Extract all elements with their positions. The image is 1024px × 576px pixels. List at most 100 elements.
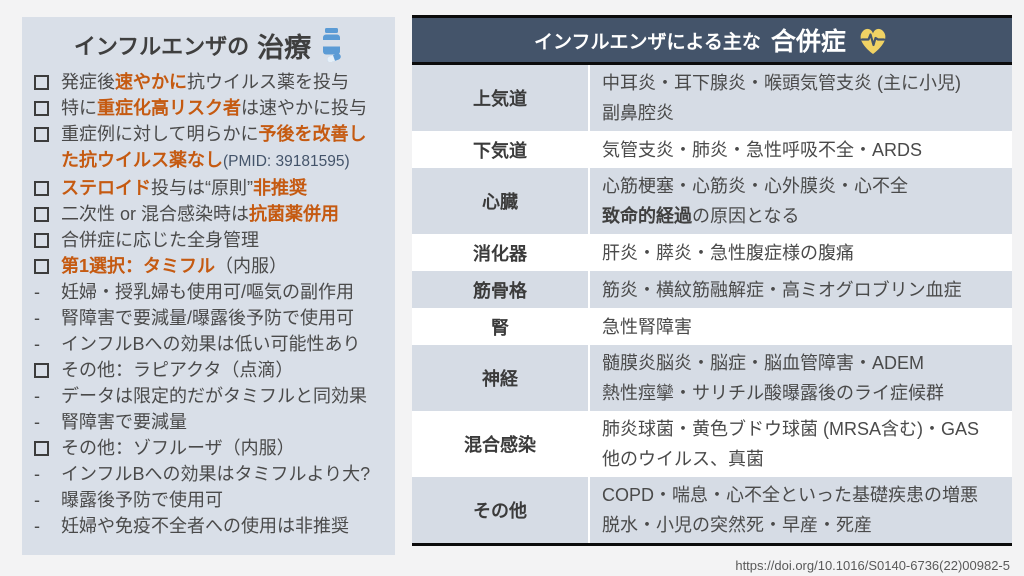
text-segment: 速やかに (115, 72, 187, 92)
table-row: 消化器 肝炎・膵炎・急性腹症様の腹痛 (412, 234, 1012, 271)
text-segment: 抗ウイルス薬を投与 (187, 72, 349, 92)
description-line: 気管支炎・肺炎・急性呼吸不全・ARDS (602, 135, 1006, 165)
treatment-item: 第1選択：タミフル（内服） (34, 253, 385, 279)
text-segment: 重症化高リスク者 (97, 98, 241, 118)
checkbox-square (34, 101, 49, 116)
treatment-subitem: - 妊婦・授乳婦も使用可/嘔気の副作用 (34, 279, 385, 305)
treatment-subitem: - データは限定的だがタミフルと同効果 (34, 383, 385, 409)
treatment-item-text: 腎障害で要減量/曝露後予防で使用可 (61, 305, 385, 331)
checkbox-bullet-icon (34, 227, 61, 248)
text-segment: 腎障害で要減量/曝露後予防で使用可 (61, 308, 354, 328)
text-segment: 重症例に対して明らかに (61, 124, 259, 144)
text-segment: (PMID: 39181595) (223, 153, 350, 170)
checkbox-square (34, 127, 49, 142)
description-line: 肺炎球菌・黄色ブドウ球菌 (MRSA含む)・GAS (602, 414, 1006, 444)
dash-bullet: - (34, 412, 40, 432)
text-segment: 投与は“原則” (151, 178, 253, 198)
description-line: 他のウイルス、真菌 (602, 444, 1006, 474)
title-prefix: インフルエンザの (73, 34, 250, 59)
checkbox-bullet-icon (34, 95, 61, 116)
row-description: COPD・喘息・心不全といった基礎疾患の増悪 脱水・小児の突然死・早産・死産 (590, 477, 1012, 543)
checkbox-bullet-icon (34, 435, 61, 456)
text-segment: の原因となる (692, 206, 800, 226)
citation-doi-link[interactable]: https://doi.org/10.1016/S0140-6736(22)00… (735, 558, 1010, 573)
description-line: 脱水・小児の突然死・早産・死産 (602, 510, 1006, 540)
checkbox-square (34, 233, 49, 248)
treatment-item: 重症例に対して明らかに予後を改善し (34, 121, 385, 147)
description-line: 致命的経過の原因となる (602, 201, 1006, 231)
dash-bullet: - (34, 308, 40, 328)
treatment-item: その他：ゾフルーザ（内服） (34, 435, 385, 461)
table-row: 上気道 中耳炎・耳下腺炎・喉頭気管支炎 (主に小児) 副鼻腔炎 (412, 65, 1012, 131)
table-title-prefix: インフルエンザによる主な (534, 31, 761, 53)
dash-bullet: - (34, 516, 40, 536)
text-segment: 筋炎・横紋筋融解症・高ミオグロブリン血症 (602, 279, 962, 300)
description-line: 急性腎障害 (602, 312, 1006, 342)
row-description: 髄膜炎脳炎・脳症・脳血管障害・ADEM 熱性痙攣・サリチル酸曝露後のライ症候群 (590, 345, 1012, 411)
row-category: 下気道 (412, 131, 590, 168)
treatment-item-text: インフルBへの効果は低い可能性あり (61, 331, 385, 357)
treatment-item-text: 合併症に応じた全身管理 (61, 227, 385, 253)
treatment-item-text: 曝露後予防で使用可 (61, 487, 385, 513)
treatment-item: 特に重症化高リスク者は速やかに投与 (34, 95, 385, 121)
treatment-item-text: データは限定的だがタミフルと同効果 (61, 383, 385, 409)
checkbox-bullet-icon (34, 175, 61, 196)
treatment-item: その他：ラピアクタ（点滴） (34, 357, 385, 383)
row-category: その他 (412, 477, 590, 543)
text-segment: 合併症に応じた全身管理 (61, 230, 259, 250)
treatment-item-text: インフルBへの効果はタミフルより大? (61, 461, 385, 487)
row-description: 肝炎・膵炎・急性腹症様の腹痛 (590, 234, 1012, 271)
row-category: 上気道 (412, 65, 590, 131)
text-segment: データは限定的だがタミフルと同効果 (61, 386, 367, 406)
treatment-item-text: ステロイド投与は“原則”非推奨 (61, 175, 385, 201)
treatment-item-text: 妊婦・授乳婦も使用可/嘔気の副作用 (61, 279, 385, 305)
treatment-item-text: その他：ラピアクタ（点滴） (61, 357, 385, 383)
treatment-subitem: - インフルBへの効果はタミフルより大? (34, 461, 385, 487)
text-segment: インフルBへの効果はタミフルより大? (61, 464, 371, 484)
text-segment: 腎障害で要減量 (61, 412, 187, 432)
text-segment: 気管支炎・肺炎・急性呼吸不全・ARDS (602, 139, 923, 160)
dash-bullet: - (34, 334, 40, 354)
treatment-panel: インフルエンザの 治療 発症後速やかに抗ウイルス薬を投与 特に重症化高リスク者は速や… (22, 17, 395, 555)
treatment-item: 発症後速やかに抗ウイルス薬を投与 (34, 69, 385, 95)
table-row: 筋骨格 筋炎・横紋筋融解症・高ミオグロブリン血症 (412, 271, 1012, 308)
treatment-item-text: 第1選択：タミフル（内服） (61, 253, 385, 279)
text-segment: 急性腎障害 (602, 316, 692, 337)
text-segment: 妊婦や免疫不全者への使用は非推奨 (61, 516, 349, 536)
table-title-emphasis: 合併症 (770, 28, 846, 56)
dash-bullet: - (34, 282, 40, 302)
title-emphasis: 治療 (257, 32, 312, 63)
text-segment: インフルBへの効果は低い可能性あり (61, 334, 361, 354)
complications-table: インフルエンザによる主な 合併症 上気道 中耳炎・耳下腺炎・喉頭気管支炎 (主に小児… (412, 15, 1012, 546)
text-segment: 二次性 or 混合感染時は (61, 204, 250, 224)
text-segment: （内服） (215, 256, 288, 276)
treatment-item-text: その他：ゾフルーザ（内服） (61, 435, 385, 461)
text-segment: 予後を改善し (258, 124, 367, 144)
dash-bullet: - (34, 464, 40, 484)
treatment-item: ステロイド投与は“原則”非推奨 (34, 175, 385, 201)
text-segment: 致命的経過 (602, 206, 692, 226)
text-segment: 熱性痙攣・サリチル酸曝露後のライ症候群 (602, 383, 944, 403)
row-category: 心臓 (412, 168, 590, 234)
treatment-item-text: 発症後速やかに抗ウイルス薬を投与 (61, 69, 385, 95)
checkbox-square (34, 363, 49, 378)
text-segment: 妊婦・授乳婦も使用可/嘔気の副作用 (61, 282, 354, 302)
dash-bullet: - (34, 490, 40, 510)
treatment-subitem: - 腎障害で要減量 (34, 409, 385, 435)
row-category: 混合感染 (412, 411, 590, 477)
complications-table-header: インフルエンザによる主な 合併症 (412, 15, 1012, 65)
checkbox-square (34, 207, 49, 222)
dash-bullet: - (34, 386, 40, 406)
description-line: 熱性痙攣・サリチル酸曝露後のライ症候群 (602, 378, 1006, 408)
table-row: 心臓 心筋梗塞・心筋炎・心外膜炎・心不全 致命的経過の原因となる (412, 168, 1012, 234)
table-row: 混合感染 肺炎球菌・黄色ブドウ球菌 (MRSA含む)・GAS 他のウイルス、真菌 (412, 411, 1012, 477)
text-segment: た抗ウイルス薬なし (61, 150, 223, 170)
treatment-item-text: た抗ウイルス薬なし(PMID: 39181595) (61, 147, 385, 175)
text-segment: は速やかに投与 (241, 98, 367, 118)
treatment-subitem: - 妊婦や免疫不全者への使用は非推奨 (34, 513, 385, 539)
treatment-subitem: - 曝露後予防で使用可 (34, 487, 385, 513)
text-segment: 発症後 (61, 72, 115, 92)
description-line: 副鼻腔炎 (602, 98, 1006, 128)
checkbox-square (34, 181, 49, 196)
